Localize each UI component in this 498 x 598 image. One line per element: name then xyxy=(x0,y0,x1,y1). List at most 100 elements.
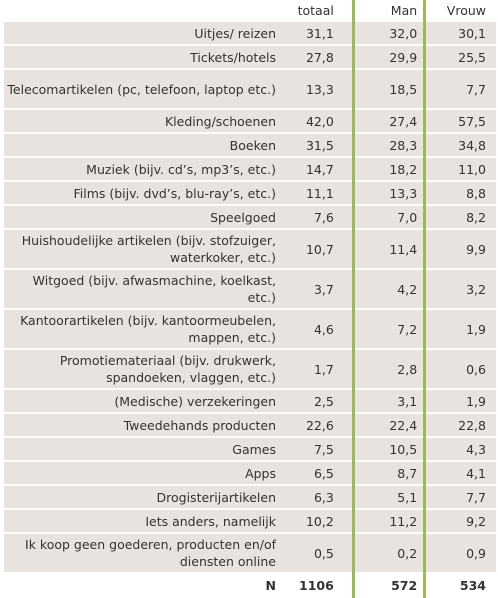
table-row: Witgoed (bijv. afwasmachine, koelkast, e… xyxy=(4,269,496,310)
table-row: N 1106 572 534 xyxy=(4,573,496,598)
value-cell: 0,5 xyxy=(282,533,354,574)
value-cell: 4,2 xyxy=(351,269,427,310)
table-row: (Medische) verzekeringen 2,5 3,1 1,9 xyxy=(4,389,496,414)
table-row: Kleding/schoenen 42,0 27,4 57,5 xyxy=(4,109,496,134)
table-row: Drogisterijartikelen 6,3 5,1 7,7 xyxy=(4,485,496,510)
value-cell: 13,3 xyxy=(351,181,427,206)
table-row: Promotiemateriaal (bijv. drukwerk, spand… xyxy=(4,349,496,390)
table-row: Uitjes/ reizen 31,1 32,0 30,1 xyxy=(4,21,496,46)
row-label: Films (bijv. dvd’s, blu-ray’s, etc.) xyxy=(4,181,282,206)
table-row: Apps 6,5 8,7 4,1 xyxy=(4,461,496,486)
value-cell: 25,5 xyxy=(424,45,496,70)
row-label: Kleding/schoenen xyxy=(4,109,282,134)
row-label: Apps xyxy=(4,461,282,486)
table-row: Tickets/hotels 27,8 29,9 25,5 xyxy=(4,45,496,70)
row-label: Ik koop geen goederen, producten en/of d… xyxy=(4,533,282,574)
column-header: Man xyxy=(351,0,427,22)
value-cell: 4,1 xyxy=(424,461,496,486)
table-row: Huishoudelijke artikelen (bijv. stofzuig… xyxy=(4,229,496,270)
value-cell: 14,7 xyxy=(282,157,354,182)
value-cell: 1,9 xyxy=(424,389,496,414)
value-cell: 13,3 xyxy=(282,69,354,110)
value-cell: 22,8 xyxy=(424,413,496,438)
table-row: Telecomartikelen (pc, telefoon, laptop e… xyxy=(4,69,496,110)
value-cell: 1,9 xyxy=(424,309,496,350)
value-cell: 7,5 xyxy=(282,437,354,462)
value-cell: 2,8 xyxy=(351,349,427,390)
row-label: Telecomartikelen (pc, telefoon, laptop e… xyxy=(4,69,282,110)
value-cell: 27,4 xyxy=(351,109,427,134)
row-label: Huishoudelijke artikelen (bijv. stofzuig… xyxy=(4,229,282,270)
row-label: N xyxy=(4,573,282,598)
row-label: Promotiemateriaal (bijv. drukwerk, spand… xyxy=(4,349,282,390)
value-cell: 10,5 xyxy=(351,437,427,462)
value-cell: 7,6 xyxy=(282,205,354,230)
row-label: Speelgoed xyxy=(4,205,282,230)
value-cell: 7,7 xyxy=(424,69,496,110)
value-cell: 57,5 xyxy=(424,109,496,134)
row-label: (Medische) verzekeringen xyxy=(4,389,282,414)
value-cell: 9,2 xyxy=(424,509,496,534)
header-row: totaal Man Vrouw xyxy=(4,0,496,22)
table-row: Kantoorartikelen (bijv. kantoormeubelen,… xyxy=(4,309,496,350)
column-header: Vrouw xyxy=(424,0,496,22)
value-cell: 572 xyxy=(351,573,427,598)
table-row: Films (bijv. dvd’s, blu-ray’s, etc.) 11,1… xyxy=(4,181,496,206)
row-label: Boeken xyxy=(4,133,282,158)
table-row: Speelgoed 7,6 7,0 8,2 xyxy=(4,205,496,230)
value-cell: 534 xyxy=(424,573,496,598)
value-cell: 0,2 xyxy=(351,533,427,574)
data-table: totaal Man Vrouw Uitjes/ reizen 31,1 32,0 3… xyxy=(4,0,496,598)
row-label: Drogisterijartikelen xyxy=(4,485,282,510)
value-cell: 34,8 xyxy=(424,133,496,158)
value-cell: 29,9 xyxy=(351,45,427,70)
value-cell: 27,8 xyxy=(282,45,354,70)
value-cell: 42,0 xyxy=(282,109,354,134)
empty-cell xyxy=(4,0,282,22)
table-row: Iets anders, namelijk 10,2 11,2 9,2 xyxy=(4,509,496,534)
value-cell: 4,6 xyxy=(282,309,354,350)
value-cell: 9,9 xyxy=(424,229,496,270)
value-cell: 11,2 xyxy=(351,509,427,534)
value-cell: 31,1 xyxy=(282,21,354,46)
value-cell: 0,9 xyxy=(424,533,496,574)
value-cell: 10,7 xyxy=(282,229,354,270)
value-cell: 22,4 xyxy=(351,413,427,438)
value-cell: 7,0 xyxy=(351,205,427,230)
value-cell: 1,7 xyxy=(282,349,354,390)
row-label: Kantoorartikelen (bijv. kantoormeubelen,… xyxy=(4,309,282,350)
value-cell: 28,3 xyxy=(351,133,427,158)
value-cell: 3,7 xyxy=(282,269,354,310)
row-label: Iets anders, namelijk xyxy=(4,509,282,534)
value-cell: 4,3 xyxy=(424,437,496,462)
row-label: Tweedehands producten xyxy=(4,413,282,438)
value-cell: 5,1 xyxy=(351,485,427,510)
value-cell: 2,5 xyxy=(282,389,354,414)
table-row: Tweedehands producten 22,6 22,4 22,8 xyxy=(4,413,496,438)
table-row: Ik koop geen goederen, producten en/of d… xyxy=(4,533,496,574)
value-cell: 8,8 xyxy=(424,181,496,206)
value-cell: 30,1 xyxy=(424,21,496,46)
row-label: Tickets/hotels xyxy=(4,45,282,70)
value-cell: 18,5 xyxy=(351,69,427,110)
row-label: Games xyxy=(4,437,282,462)
table-row: Muziek (bijv. cd’s, mp3’s, etc.) 14,7 18,2… xyxy=(4,157,496,182)
value-cell: 8,2 xyxy=(424,205,496,230)
value-cell: 6,5 xyxy=(282,461,354,486)
column-header: totaal xyxy=(282,0,354,22)
value-cell: 7,2 xyxy=(351,309,427,350)
table-row: Games 7,5 10,5 4,3 xyxy=(4,437,496,462)
value-cell: 0,6 xyxy=(424,349,496,390)
row-label: Muziek (bijv. cd’s, mp3’s, etc.) xyxy=(4,157,282,182)
value-cell: 11,0 xyxy=(424,157,496,182)
value-cell: 11,4 xyxy=(351,229,427,270)
value-cell: 6,3 xyxy=(282,485,354,510)
value-cell: 31,5 xyxy=(282,133,354,158)
row-label: Witgoed (bijv. afwasmachine, koelkast, e… xyxy=(4,269,282,310)
row-label: Uitjes/ reizen xyxy=(4,21,282,46)
value-cell: 8,7 xyxy=(351,461,427,486)
value-cell: 22,6 xyxy=(282,413,354,438)
table-row: Boeken 31,5 28,3 34,8 xyxy=(4,133,496,158)
value-cell: 7,7 xyxy=(424,485,496,510)
